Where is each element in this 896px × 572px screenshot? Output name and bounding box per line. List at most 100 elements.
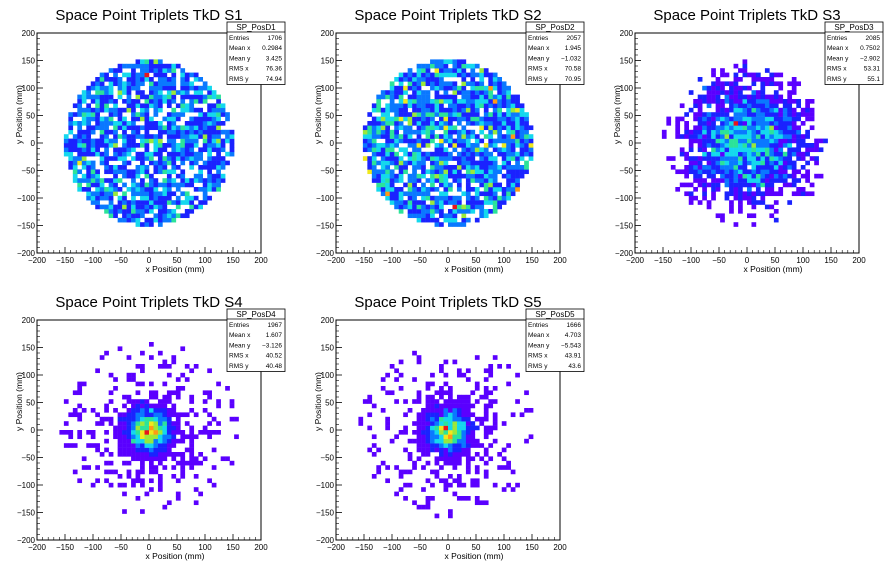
heatmap-cell — [452, 478, 458, 484]
heatmap-cell — [157, 107, 163, 113]
heatmap-cell — [77, 416, 83, 422]
heatmap-cell — [117, 112, 123, 117]
heatmap-cell — [135, 204, 141, 210]
heatmap-cell — [63, 134, 69, 139]
heatmap-cell — [483, 209, 489, 214]
heatmap-cell — [157, 421, 163, 426]
heatmap-cell — [104, 72, 109, 78]
heatmap-cell — [452, 173, 458, 179]
heatmap-cell — [202, 182, 208, 188]
heatmap-cell — [421, 204, 426, 210]
heatmap-cell — [144, 143, 150, 148]
heatmap-cell — [198, 200, 204, 205]
heatmap-cell — [171, 116, 177, 122]
heatmap-cell — [430, 425, 435, 431]
heatmap-cell — [747, 99, 752, 104]
heatmap-cell — [367, 134, 373, 139]
heatmap-cell — [81, 173, 87, 179]
heatmap-cell — [371, 125, 377, 131]
heatmap-cell — [492, 438, 498, 444]
heatmap-cell — [742, 103, 748, 109]
heatmap-cell — [131, 112, 136, 117]
heatmap-cell — [791, 169, 797, 175]
heatmap-cell — [483, 377, 489, 382]
heatmap-cell — [528, 151, 534, 157]
heatmap-cell — [216, 173, 221, 179]
heatmap-cell — [506, 121, 511, 126]
x-axis-label: x Position (mm) — [444, 264, 503, 274]
heatmap-cell — [434, 151, 440, 157]
heatmap-cell — [443, 403, 449, 409]
heatmap-cell — [108, 138, 114, 144]
y-tick-label: −50 — [320, 167, 334, 176]
heatmap-cell — [729, 187, 734, 192]
heatmap-cell — [394, 377, 399, 382]
heatmap-cell — [394, 178, 399, 183]
heatmap-cell — [166, 129, 172, 135]
heatmap-cell — [135, 173, 141, 179]
heatmap-cell — [171, 390, 177, 396]
heatmap-cell — [425, 125, 431, 131]
heatmap-cell — [162, 116, 168, 122]
heatmap-cell — [126, 412, 132, 418]
x-tick-label: 50 — [472, 256, 481, 265]
heatmap-cell — [171, 99, 177, 104]
heatmap-cell — [483, 213, 489, 219]
heatmap-cell — [733, 107, 739, 113]
heatmap-cell — [99, 151, 105, 157]
heatmap-cell — [764, 182, 770, 188]
heatmap-cell — [166, 399, 172, 404]
heatmap-cell — [149, 63, 154, 69]
heatmap-cell — [755, 138, 761, 144]
heatmap-cell — [697, 77, 703, 82]
heatmap-cell — [108, 469, 114, 475]
heatmap-cell — [747, 143, 752, 148]
x-tick-label: 0 — [147, 256, 152, 265]
heatmap-cell — [180, 372, 186, 378]
heatmap-cell — [175, 165, 181, 170]
heatmap-cell — [470, 103, 476, 109]
heatmap-cell — [773, 81, 779, 87]
heatmap-cell — [362, 138, 368, 144]
heatmap-cell — [207, 368, 212, 374]
heatmap-cell — [443, 173, 449, 179]
heatmap-cell — [474, 452, 480, 457]
heatmap-cell — [474, 500, 480, 506]
heatmap-cell — [465, 399, 471, 404]
heatmap-cell — [479, 173, 485, 179]
heatmap-cell — [706, 112, 712, 117]
heatmap-cell — [778, 169, 784, 175]
heatmap-cell — [760, 112, 766, 117]
heatmap-cell — [131, 443, 136, 448]
heatmap-cell — [135, 496, 141, 501]
heatmap-cell — [421, 116, 426, 122]
heatmap-cell — [483, 195, 489, 201]
stats-row-value: 0.7502 — [860, 45, 880, 52]
heatmap-cell — [126, 430, 132, 435]
heatmap-cell — [479, 68, 485, 73]
heatmap-cell — [483, 112, 489, 117]
heatmap-cell — [126, 107, 132, 113]
heatmap-cell — [95, 169, 100, 175]
heatmap-cell — [724, 156, 730, 161]
heatmap-cell — [778, 187, 784, 192]
heatmap-cell — [113, 143, 118, 148]
heatmap-cell — [519, 412, 525, 418]
heatmap-cell — [131, 482, 136, 488]
y-tick-label: −200 — [316, 536, 335, 545]
heatmap-cell — [769, 165, 775, 170]
heatmap-cell — [171, 438, 177, 444]
chart-title: Space Point Triplets TkD S1 — [55, 7, 242, 24]
heatmap-cell — [140, 213, 145, 219]
heatmap-cell — [470, 195, 476, 201]
heatmap-cell — [800, 173, 806, 179]
heatmap-cell — [483, 425, 489, 431]
heatmap-cell — [149, 487, 154, 492]
heatmap-cell — [104, 209, 109, 214]
heatmap-cell — [720, 68, 725, 73]
heatmap-cell — [474, 138, 480, 144]
heatmap-cell — [72, 103, 78, 109]
heatmap-cell — [425, 386, 431, 391]
heatmap-cell — [175, 116, 181, 122]
